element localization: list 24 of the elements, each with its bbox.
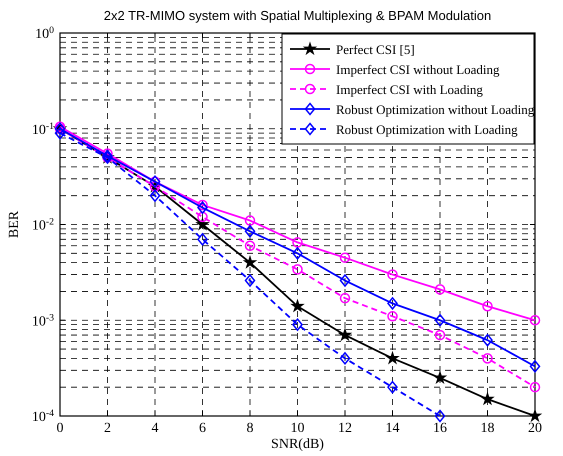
x-tick-label: 20 (528, 421, 542, 436)
x-tick-label: 4 (152, 421, 158, 436)
x-axis-title: SNR(dB) (271, 437, 324, 452)
x-tick-label: 8 (246, 421, 254, 436)
y-tick-label: 10$^{-3}$ (32, 312, 54, 330)
y-tick-label: 10$^{-2}$ (32, 216, 54, 234)
x-tick-label: 0 (56, 421, 64, 436)
legend-label: Perfect CSI [5] (336, 42, 415, 57)
y-tick-label: 10$^{0}$ (35, 24, 54, 42)
legend-label: Robust Optimization with Loading (336, 122, 518, 137)
legend-label: Imperfect CSI with Loading (336, 82, 484, 97)
y-tick-label: 10$^{-4}$ (32, 408, 54, 425)
x-tick-label: 18 (480, 421, 494, 436)
legend-label: Robust Optimization without Loading (336, 102, 535, 117)
x-tick-label: 14 (386, 421, 400, 436)
x-tick-label: 10 (290, 421, 304, 436)
y-tick-label: 10$^{-1}$ (32, 120, 54, 138)
x-tick-label: 6 (199, 421, 206, 436)
legend-label: Imperfect CSI without Loading (336, 62, 500, 77)
x-tick-label: 12 (338, 421, 352, 436)
x-tick-label: 2 (104, 421, 111, 436)
y-axis-title: BER (7, 210, 22, 238)
chart-title: 2x2 TR-MIMO system with Spatial Multiplexing & BPAM Modulation (104, 8, 492, 23)
x-tick-label: 16 (433, 421, 447, 436)
